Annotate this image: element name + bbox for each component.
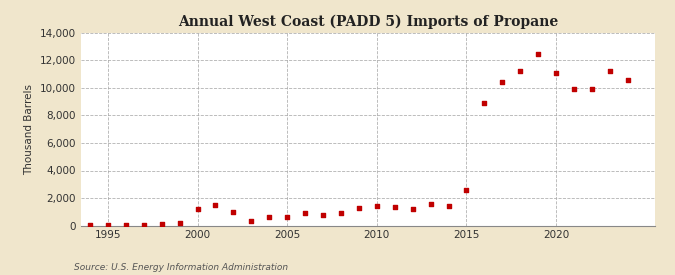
Point bbox=[407, 207, 418, 211]
Point bbox=[551, 71, 562, 75]
Point bbox=[497, 80, 508, 85]
Text: Source: U.S. Energy Information Administration: Source: U.S. Energy Information Administ… bbox=[74, 263, 288, 272]
Point bbox=[246, 219, 256, 224]
Point bbox=[335, 211, 346, 215]
Point bbox=[425, 202, 436, 206]
Point bbox=[228, 210, 239, 214]
Point bbox=[84, 223, 95, 227]
Point bbox=[281, 214, 292, 219]
Point bbox=[138, 222, 149, 227]
Point bbox=[264, 215, 275, 219]
Point bbox=[300, 211, 310, 215]
Point bbox=[461, 188, 472, 192]
Point bbox=[354, 205, 364, 210]
Point bbox=[120, 222, 131, 227]
Point bbox=[533, 51, 543, 56]
Point bbox=[587, 87, 597, 92]
Point bbox=[67, 223, 78, 227]
Title: Annual West Coast (PADD 5) Imports of Propane: Annual West Coast (PADD 5) Imports of Pr… bbox=[178, 15, 558, 29]
Point bbox=[103, 223, 113, 227]
Point bbox=[622, 78, 633, 82]
Point bbox=[443, 203, 454, 208]
Point bbox=[568, 87, 579, 92]
Point bbox=[318, 212, 329, 217]
Point bbox=[174, 221, 185, 225]
Point bbox=[210, 203, 221, 207]
Point bbox=[389, 205, 400, 209]
Point bbox=[371, 204, 382, 208]
Point bbox=[157, 222, 167, 226]
Point bbox=[479, 101, 490, 105]
Y-axis label: Thousand Barrels: Thousand Barrels bbox=[24, 84, 34, 175]
Point bbox=[605, 69, 616, 74]
Point bbox=[192, 207, 203, 211]
Point bbox=[515, 69, 526, 74]
